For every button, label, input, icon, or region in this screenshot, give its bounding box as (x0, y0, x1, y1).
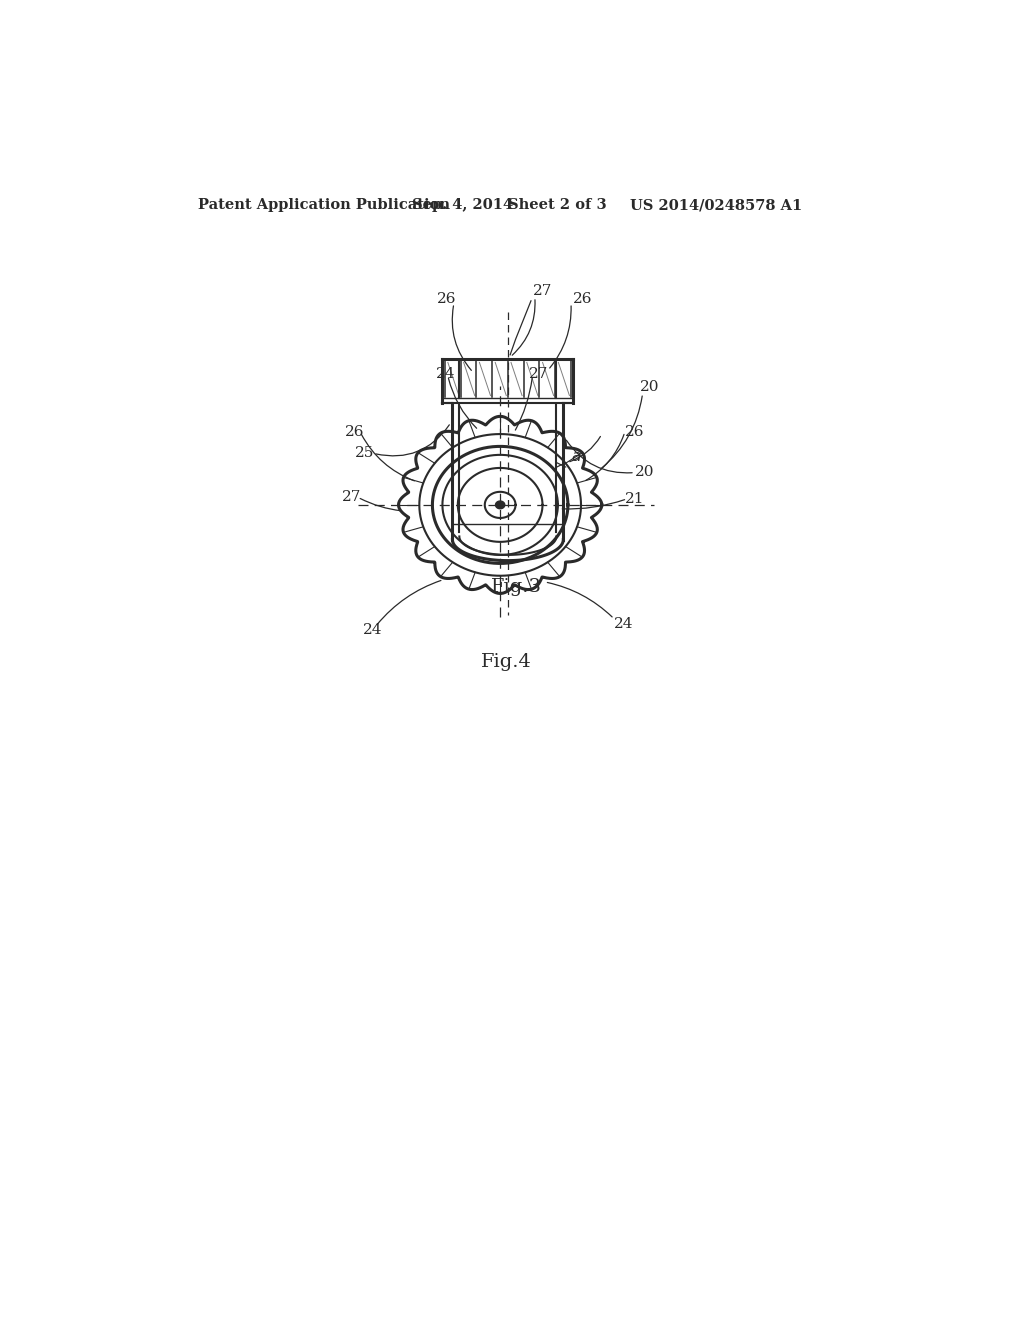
Text: 26: 26 (573, 292, 593, 306)
Text: 24: 24 (435, 367, 455, 381)
Text: 20: 20 (640, 380, 659, 393)
Text: US 2014/0248578 A1: US 2014/0248578 A1 (630, 198, 802, 213)
Text: 26: 26 (437, 292, 457, 306)
Text: Fig.4: Fig.4 (481, 652, 531, 671)
Text: 21: 21 (625, 491, 644, 506)
Text: 25: 25 (355, 446, 375, 461)
Text: $\it{a}$: $\it{a}$ (571, 450, 582, 465)
Text: 24: 24 (364, 623, 383, 638)
Polygon shape (496, 502, 505, 508)
Text: 24: 24 (614, 618, 634, 631)
Text: Patent Application Publication: Patent Application Publication (199, 198, 451, 213)
Text: Sheet 2 of 3: Sheet 2 of 3 (508, 198, 606, 213)
Text: Fig.3: Fig.3 (490, 578, 542, 595)
Text: 27: 27 (529, 367, 549, 381)
Text: 26: 26 (625, 425, 644, 438)
Text: 27: 27 (534, 284, 553, 298)
Text: 20: 20 (635, 466, 654, 479)
Text: 27: 27 (342, 490, 361, 504)
Text: Sep. 4, 2014: Sep. 4, 2014 (412, 198, 513, 213)
Text: 26: 26 (345, 425, 365, 438)
